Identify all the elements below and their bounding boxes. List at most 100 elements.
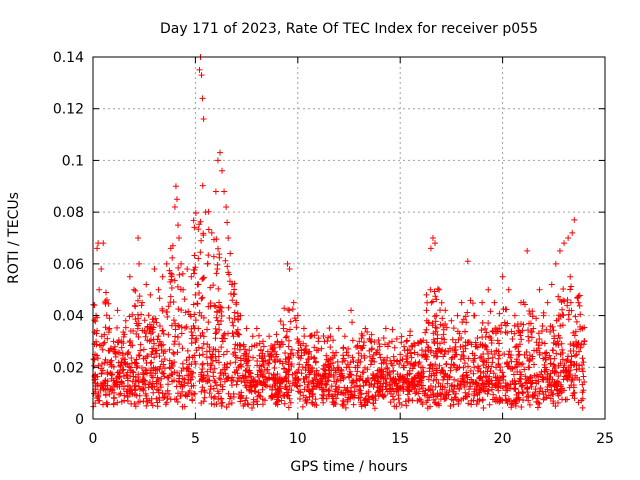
noise-point [110, 363, 117, 370]
noise-point [523, 386, 530, 393]
data-point [429, 235, 436, 241]
noise-point [133, 330, 140, 337]
data-point [575, 299, 582, 306]
noise-point [218, 403, 225, 410]
noise-point [455, 336, 462, 343]
noise-point [298, 352, 305, 359]
noise-point [479, 381, 486, 388]
noise-point [386, 382, 393, 389]
noise-point [542, 350, 549, 357]
noise-point [567, 367, 574, 374]
noise-point [377, 354, 384, 361]
noise-point [182, 309, 189, 316]
noise-point [263, 383, 270, 390]
noise-point [508, 328, 515, 335]
noise-point [506, 348, 513, 355]
noise-point [340, 352, 347, 359]
noise-point [156, 322, 163, 329]
noise-point [458, 351, 465, 358]
data-point [274, 338, 281, 345]
noise-point [234, 378, 241, 385]
noise-point [103, 289, 109, 296]
noise-point [404, 337, 411, 344]
noise-point [496, 340, 503, 347]
noise-point [474, 367, 481, 374]
noise-point [254, 357, 261, 364]
noise-point [134, 297, 141, 304]
noise-point [392, 380, 399, 387]
noise-point [504, 320, 511, 327]
noise-point [174, 334, 181, 341]
noise-point [515, 378, 522, 385]
noise-point [303, 349, 310, 356]
noise-point [104, 378, 111, 385]
noise-point [362, 379, 369, 386]
noise-point [423, 356, 430, 363]
noise-point [306, 355, 313, 362]
noise-point [426, 365, 433, 372]
noise-point [352, 364, 359, 371]
noise-point [196, 290, 203, 297]
noise-point [129, 378, 136, 385]
noise-point [408, 354, 415, 361]
noise-point [338, 366, 345, 373]
noise-point [143, 353, 150, 360]
noise-point [383, 360, 390, 367]
noise-point [412, 383, 419, 390]
noise-point [460, 364, 467, 371]
noise-point [558, 388, 565, 395]
data-point [171, 203, 178, 210]
noise-point [355, 395, 362, 402]
noise-point [500, 373, 507, 380]
noise-point [558, 340, 565, 347]
noise-point [378, 370, 385, 377]
noise-point [179, 403, 186, 410]
noise-point [452, 339, 459, 346]
noise-point [566, 307, 573, 314]
noise-point [166, 364, 173, 371]
noise-point [220, 371, 227, 378]
noise-point [575, 340, 582, 347]
noise-point [290, 352, 297, 359]
noise-point [453, 351, 460, 358]
noise-point [515, 352, 522, 359]
noise-point [398, 401, 405, 408]
noise-point [539, 339, 546, 346]
noise-point [389, 326, 396, 333]
noise-point [164, 395, 171, 402]
noise-point [220, 332, 227, 339]
noise-point [306, 348, 313, 355]
noise-point [486, 333, 493, 340]
noise-point [240, 343, 247, 350]
noise-point [414, 351, 421, 358]
noise-point [302, 373, 309, 380]
noise-point [192, 317, 199, 324]
noise-point [216, 326, 223, 333]
noise-point [242, 367, 249, 374]
data-point [94, 245, 101, 252]
noise-point [140, 387, 147, 394]
noise-point [197, 249, 204, 256]
noise-point [179, 345, 186, 352]
noise-point [444, 380, 451, 387]
noise-point [535, 330, 542, 337]
noise-point [459, 319, 466, 326]
data-point [184, 266, 191, 273]
noise-point [434, 390, 441, 397]
noise-point [111, 348, 118, 355]
noise-point [579, 355, 586, 362]
noise-point [572, 328, 579, 335]
noise-point [387, 381, 394, 388]
noise-point [200, 340, 207, 347]
noise-point [495, 355, 502, 362]
noise-point [404, 385, 411, 392]
noise-point [298, 346, 305, 353]
noise-point [118, 344, 125, 351]
noise-point [350, 358, 357, 365]
noise-point [553, 341, 560, 348]
noise-point [512, 385, 519, 392]
noise-point [405, 395, 412, 402]
noise-point [526, 307, 533, 314]
noise-point [135, 334, 142, 341]
noise-point [560, 286, 567, 293]
